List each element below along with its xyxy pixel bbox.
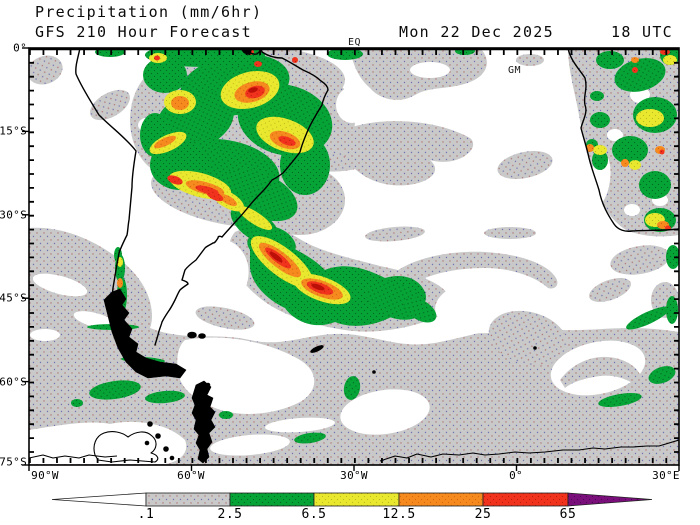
lat-label: 0°	[13, 41, 27, 55]
page-title: Precipitation (mm/6hr)	[35, 3, 263, 21]
lat-label: 60°S	[0, 375, 27, 389]
legend-tick-label: 25	[474, 507, 492, 522]
coastline-africa	[567, 48, 679, 232]
coastline-antarctica	[29, 380, 679, 464]
lon-label: 90°W	[31, 469, 59, 482]
valid-date: Mon 22 Dec 2025	[399, 23, 554, 41]
legend-tick-label: 12.5	[382, 507, 416, 522]
legend-bin-green	[229, 492, 315, 507]
forecast-subtitle: GFS 210 Hour Forecast	[35, 23, 252, 41]
lat-label: 15°S	[0, 124, 27, 138]
precip-core-accents	[248, 87, 325, 291]
legend-bin-gray	[145, 492, 231, 507]
lon-label: 30°E	[652, 469, 680, 482]
valid-time: 18 UTC	[611, 23, 673, 41]
lat-label: 45°S	[0, 291, 27, 305]
greenwich-label: GM	[508, 65, 522, 76]
lat-label: 75°S	[0, 455, 27, 469]
legend-tick-label: .1	[137, 507, 155, 522]
map-frame	[22, 47, 680, 471]
lon-label: 30°W	[340, 469, 368, 482]
lon-label: 60°W	[177, 469, 205, 482]
lat-label: 30°S	[0, 208, 27, 222]
coastline-south-america	[75, 48, 537, 379]
legend-tick-label: 6.5	[301, 507, 327, 522]
precip-light-detail	[195, 251, 642, 388]
legend-tick-label: 2.5	[217, 507, 243, 522]
equator-label: EQ	[348, 37, 362, 48]
clear-sky-holes	[29, 62, 668, 464]
lon-label: 0°	[509, 469, 523, 482]
legend-colorbar	[51, 492, 653, 507]
legend-bin-orange	[398, 492, 484, 507]
legend-bin-purple	[567, 492, 653, 507]
legend-bin-white	[51, 492, 147, 507]
legend-bin-yellow	[313, 492, 400, 507]
legend-tick-label: 65	[559, 507, 577, 522]
legend-bin-red	[482, 492, 569, 507]
